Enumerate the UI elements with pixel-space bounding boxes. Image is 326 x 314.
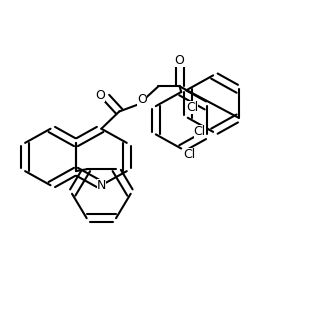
Text: O: O [175,54,185,67]
Text: Cl: Cl [194,125,206,138]
Text: O: O [137,93,147,106]
Text: Cl: Cl [183,148,195,161]
Text: O: O [96,89,105,102]
Text: N: N [97,179,106,192]
Text: Cl: Cl [186,101,199,114]
